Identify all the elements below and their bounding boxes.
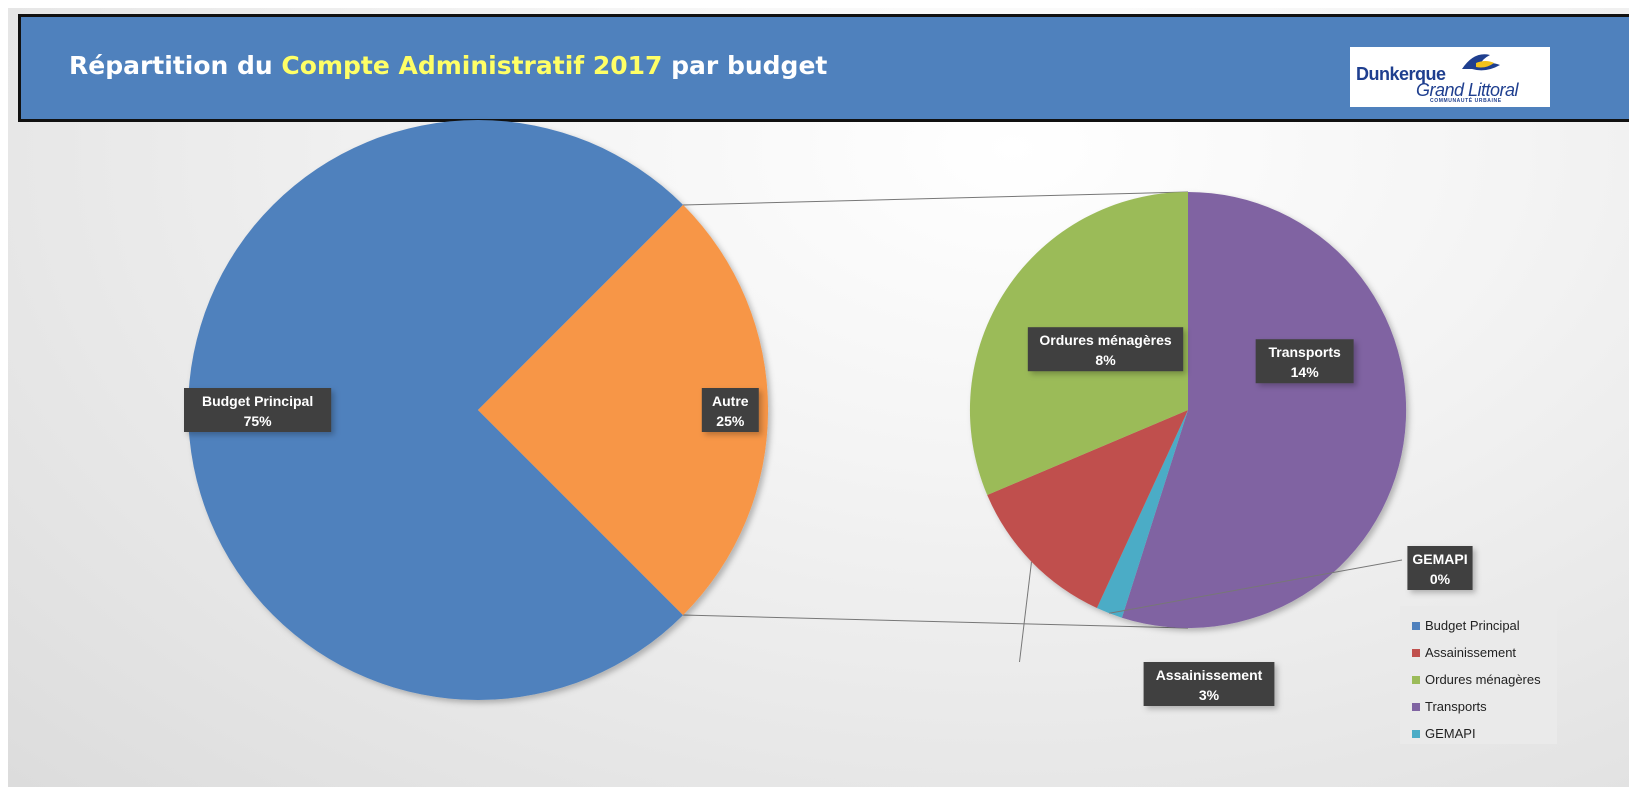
data-label-budget-principal: Budget Principal 75%: [184, 388, 332, 432]
legend-swatch: [1412, 621, 1420, 630]
legend-item-ordures: Ordures ménagères: [1412, 672, 1541, 687]
data-label-box: [1143, 662, 1275, 706]
leader-line-gemapi: [1109, 559, 1403, 614]
data-label-percent: 8%: [1095, 352, 1116, 368]
legend-item-gemapi: GEMAPI: [1412, 726, 1476, 741]
data-label-assainissement: Assainissement 3%: [1143, 662, 1275, 706]
data-label-percent: 75%: [244, 413, 273, 429]
pie-slice-gemapi: [1096, 410, 1188, 618]
leader-lines: [1018, 559, 1403, 663]
data-label-percent: 25%: [716, 413, 745, 429]
title-part1: Répartition du: [69, 51, 282, 80]
pie-slice-autre: [478, 204, 769, 616]
data-label-transports: Transports 14%: [1255, 339, 1354, 384]
connector-line-bottom: [683, 614, 1189, 629]
pie-of-pie-chart: Budget Principal 75% Autre 25% Transports 14%…: [184, 119, 1473, 706]
data-label-name: Transports: [1268, 344, 1341, 360]
legend-label: Budget Principal: [1425, 618, 1520, 633]
legend-label: Transports: [1425, 699, 1487, 714]
logo-line2: Grand Littoral: [1416, 80, 1519, 100]
data-label-box: [1255, 339, 1354, 384]
legend-item-transports: Transports: [1412, 699, 1487, 714]
data-label-name: Budget Principal: [202, 393, 313, 409]
data-label-percent: 14%: [1291, 364, 1320, 380]
connector-lines: [683, 191, 1189, 629]
data-label-box: [1027, 327, 1184, 372]
title-highlight: Compte Administratif 2017: [281, 51, 663, 80]
data-label-ordures-menageres: Ordures ménagères 8%: [1027, 327, 1184, 372]
title-part2: par budget: [662, 51, 828, 80]
legend-swatch: [1412, 675, 1420, 684]
secondary-pie: [969, 191, 1407, 628]
legend-item-budget-principal: Budget Principal: [1412, 618, 1520, 633]
bird-logo-icon: [1462, 54, 1500, 71]
data-label-box: [701, 388, 759, 432]
primary-pie: [188, 119, 769, 701]
data-label-percent: 3%: [1199, 687, 1220, 703]
data-label-autre: Autre 25%: [701, 388, 759, 432]
title-banner: Répartition du Compte Administratif 2017…: [18, 14, 1629, 122]
page-title: Répartition du Compte Administratif 2017…: [69, 51, 827, 80]
data-label-box: [184, 388, 332, 432]
data-label-gemapi: GEMAPI 0%: [1407, 546, 1473, 590]
pie-slice-assainissement: [987, 410, 1188, 608]
data-labels: Budget Principal 75% Autre 25% Transports 14%…: [184, 327, 1473, 706]
pie-slice-budget-principal: [188, 119, 684, 701]
legend-swatch: [1412, 702, 1420, 711]
leader-line-assainissement: [1018, 561, 1032, 663]
dunkerque-logo: Dunkerque Grand Littoral COMMUNAUTÉ URBA…: [1350, 47, 1550, 107]
data-label-name: Assainissement: [1156, 667, 1263, 683]
pie-slice-transports: [1121, 191, 1407, 628]
chart-legend: Budget Principal Assainissement Ordures …: [1400, 606, 1557, 744]
data-label-name: GEMAPI: [1412, 551, 1467, 567]
data-label-box: [1407, 546, 1473, 590]
legend-label: Assainissement: [1425, 645, 1517, 660]
legend-label: Ordures ménagères: [1425, 672, 1541, 687]
legend-label: GEMAPI: [1425, 726, 1476, 741]
legend-item-assainissement: Assainissement: [1412, 645, 1516, 660]
data-label-name: Ordures ménagères: [1039, 332, 1171, 348]
logo-line1: Dunkerque: [1356, 64, 1446, 84]
legend-swatch: [1412, 648, 1420, 657]
data-label-name: Autre: [712, 393, 749, 409]
legend-swatch: [1412, 729, 1420, 738]
data-label-percent: 0%: [1430, 571, 1451, 587]
logo-line3: COMMUNAUTÉ URBAINE: [1430, 98, 1502, 104]
connector-line-top: [683, 191, 1189, 206]
slide-canvas: Répartition du Compte Administratif 2017…: [8, 8, 1629, 787]
